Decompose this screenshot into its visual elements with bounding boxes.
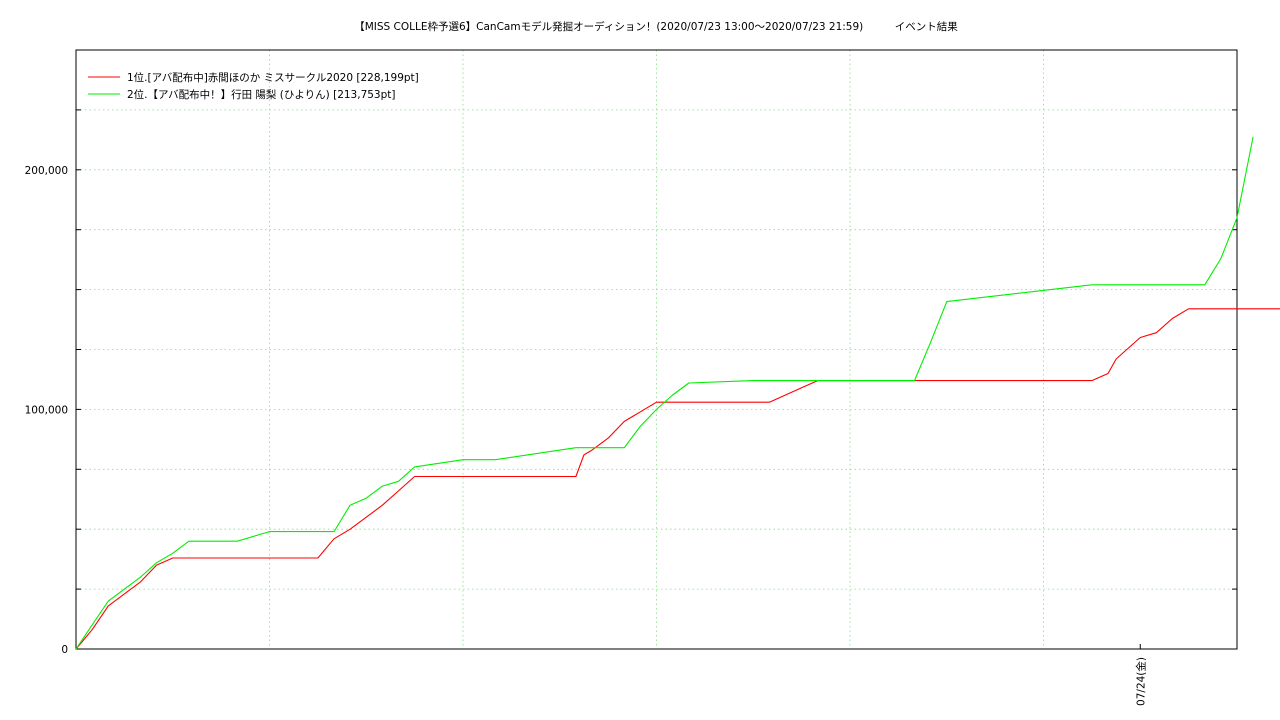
y-tick-label: 100,000: [25, 404, 68, 416]
x-tick-label: 07/24(金): [1134, 657, 1147, 706]
series-line-2: [75, 136, 1254, 650]
grid-layer: [76, 50, 1237, 649]
y-tick-label: 200,000: [25, 165, 68, 177]
series-line-1: [75, 308, 1280, 650]
chart-title: 【MISS COLLE枠予選6】CanCamモデル発掘オーディション！(2020…: [354, 21, 958, 33]
tick-layer: 0 100,000 200,000 07/24(金): [25, 109, 1237, 706]
legend-label-2: 2位.【アバ配布中！】行田 陽梨 (ひよりん) [213,753pt]: [127, 88, 396, 101]
y-tick-label: 0: [61, 644, 68, 656]
legend-label-1: 1位.[アバ配布中]赤間ほのか ミスサークル2020 [228,199pt]: [127, 71, 419, 84]
legend: 1位.[アバ配布中]赤間ほのか ミスサークル2020 [228,199pt] 2位…: [88, 71, 419, 101]
series-layer: [75, 136, 1280, 650]
